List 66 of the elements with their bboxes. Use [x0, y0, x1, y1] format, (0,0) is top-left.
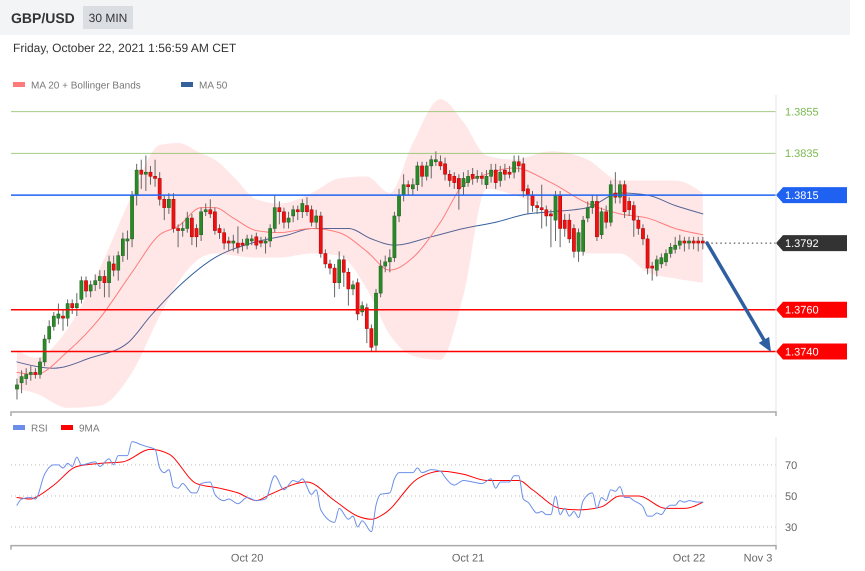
candlestick: [300, 198, 304, 219]
x-tick-label: Oct 21: [452, 552, 484, 565]
legend-label: MA 50: [199, 80, 228, 92]
candlestick: [600, 207, 604, 240]
candlestick: [512, 154, 516, 179]
legend-label: RSI: [31, 424, 48, 434]
candlestick: [66, 298, 70, 327]
chart-subtitle: 30 MIN: [88, 11, 128, 25]
candlestick: [590, 194, 594, 214]
y-tick-label: 1.3740: [785, 346, 819, 358]
candlestick: [406, 180, 410, 196]
candlestick: [682, 236, 686, 252]
candlestick: [107, 255, 111, 298]
y-tick-label: 1.3835: [785, 148, 819, 160]
candlestick: [98, 270, 102, 290]
candlestick: [291, 205, 296, 223]
candlestick: [420, 161, 424, 188]
candlestick: [28, 366, 33, 382]
candlestick: [167, 192, 171, 214]
y-tick-label: 70: [785, 460, 798, 472]
candlestick: [61, 309, 65, 332]
candlestick: [74, 292, 79, 317]
candlestick: [475, 170, 480, 184]
chart-title: GBP/USD: [11, 10, 75, 26]
candlestick: [180, 222, 185, 238]
x-tick-label: Oct 20: [230, 552, 264, 565]
candlestick: [618, 180, 622, 204]
candlestick: [34, 368, 38, 380]
candlestick: [402, 174, 406, 202]
y-tick-label: 30: [785, 522, 798, 534]
candlestick: [84, 276, 88, 298]
candlestick: [185, 211, 190, 234]
candlestick: [494, 163, 498, 190]
candlestick: [144, 154, 148, 192]
x-tick-label: Oct 22: [672, 552, 706, 565]
candlestick: [70, 298, 74, 314]
y-tick-label: 1.3815: [785, 190, 819, 202]
line-series: [16, 448, 704, 520]
candlestick: [80, 276, 84, 304]
candlestick: [480, 172, 484, 186]
y-tick-label: 1.3855: [785, 106, 819, 119]
candlestick: [604, 205, 608, 229]
candlestick: [434, 150, 438, 166]
candlestick: [337, 250, 342, 290]
candlestick: [15, 378, 19, 400]
y-tick-label: 1.3792: [785, 238, 819, 250]
text: Nov 3: [744, 552, 772, 565]
legend-label: MA 20 + Bollinger Bands: [31, 80, 141, 92]
candlestick: [139, 159, 144, 190]
candlestick: [351, 280, 355, 296]
candlestick: [314, 209, 318, 229]
candlestick: [112, 255, 116, 277]
y-tick-label: 1.3760: [785, 304, 819, 317]
candlestick: [700, 236, 705, 250]
line-series: [16, 441, 704, 532]
candlestick: [498, 165, 502, 188]
y-tick-label: 50: [785, 490, 798, 503]
candlestick: [678, 234, 682, 250]
candlestick: [470, 167, 475, 186]
candlestick: [286, 211, 290, 229]
text: Friday, October 22, 2021 1:56:59 AM CET: [13, 41, 237, 55]
legend-label: 9MA: [79, 424, 100, 434]
candlestick: [687, 236, 691, 250]
candlestick: [231, 234, 236, 252]
candlestick: [102, 270, 106, 298]
candlestick: [296, 205, 300, 221]
